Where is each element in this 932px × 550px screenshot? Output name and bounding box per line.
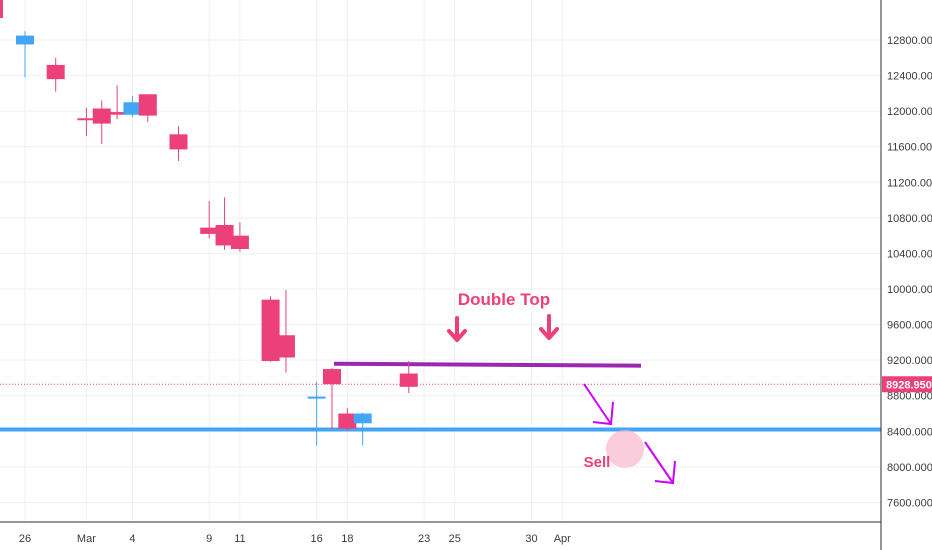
current-price-label: 8928.950	[882, 376, 932, 393]
down-arrow-icon	[447, 316, 467, 342]
trend-lines[interactable]	[0, 361, 881, 432]
y-tick-label: 10400.000	[887, 248, 932, 260]
candle-body	[123, 102, 142, 115]
annotations: Double Top Sell	[447, 290, 676, 485]
x-tick-label: 4	[129, 533, 135, 545]
candle-body	[16, 35, 34, 45]
double-top-label: Double Top	[458, 290, 550, 309]
x-tick-label: 16	[311, 533, 323, 545]
diagonal-arrow-icon	[583, 383, 614, 426]
candle[interactable]	[215, 197, 234, 250]
candle[interactable]	[169, 126, 188, 161]
y-tick-label: 10800.000	[887, 213, 932, 225]
resistance-line[interactable]	[333, 361, 642, 368]
candle-body	[276, 335, 295, 358]
candle-body	[307, 396, 326, 399]
x-tick-label: 9	[206, 533, 212, 545]
diagonal-arrow-icon	[644, 441, 676, 485]
candle-body	[92, 108, 111, 124]
y-tick-label: 7600.000	[887, 497, 932, 509]
y-tick-label: 11600.000	[887, 142, 932, 154]
candle-body	[108, 112, 127, 115]
x-tick-label: 11	[234, 533, 245, 545]
x-tick-label: 18	[341, 533, 353, 545]
candle-body	[46, 64, 65, 80]
candle-body	[399, 373, 418, 387]
y-tick-label: 12400.000	[887, 71, 932, 83]
candle[interactable]	[16, 31, 34, 78]
candle-body	[338, 413, 357, 429]
y-tick-label: 12000.000	[887, 106, 932, 118]
y-tick-label: 8800.000	[887, 391, 932, 403]
y-tick-label: 11200.000	[887, 177, 932, 189]
y-tick-label: 8400.000	[887, 426, 932, 438]
x-tick-label: Apr	[554, 533, 571, 545]
down-arrow-icon	[539, 314, 559, 340]
candle[interactable]	[77, 107, 96, 137]
x-tick-label: 23	[418, 533, 430, 545]
candle-body	[215, 224, 234, 246]
candle[interactable]	[338, 408, 357, 431]
x-tick-label: Mar	[77, 533, 96, 545]
y-tick-label: 10000.000	[887, 284, 932, 296]
candle[interactable]	[323, 368, 341, 430]
candle-body	[261, 299, 280, 362]
candle[interactable]	[276, 289, 295, 373]
candle[interactable]	[200, 200, 219, 239]
candle-body	[138, 94, 157, 116]
candlesticks	[0, 0, 418, 446]
y-tick-label: 9600.000	[887, 320, 932, 332]
candle-body	[323, 369, 341, 385]
x-tick-label: 26	[19, 533, 31, 545]
candle[interactable]	[353, 412, 372, 446]
candle[interactable]	[46, 57, 65, 92]
current-price-text: 8928.950	[886, 379, 932, 391]
candle-body	[169, 134, 188, 150]
sell-label: Sell	[584, 454, 611, 471]
candle-body	[0, 0, 3, 18]
x-tick-label: 25	[449, 533, 461, 545]
candle[interactable]	[92, 100, 111, 145]
candle-body	[200, 227, 219, 234]
grid-lines	[0, 0, 881, 522]
candle[interactable]	[399, 361, 418, 394]
candle[interactable]	[307, 381, 326, 446]
y-tick-label: 12800.000	[887, 35, 932, 47]
candle[interactable]	[230, 222, 249, 252]
y-tick-label: 8000.000	[887, 462, 932, 474]
y-tick-label: 9200.000	[887, 355, 932, 367]
candle[interactable]	[138, 94, 157, 122]
candle-body	[77, 118, 96, 121]
candle[interactable]	[123, 96, 142, 118]
candle-body	[353, 413, 372, 424]
sell-marker	[606, 430, 644, 468]
candle[interactable]	[108, 85, 127, 120]
candle[interactable]	[261, 296, 280, 362]
current-price-badge	[882, 376, 932, 393]
candle-body	[230, 235, 249, 249]
x-tick-label: 30	[525, 533, 537, 545]
